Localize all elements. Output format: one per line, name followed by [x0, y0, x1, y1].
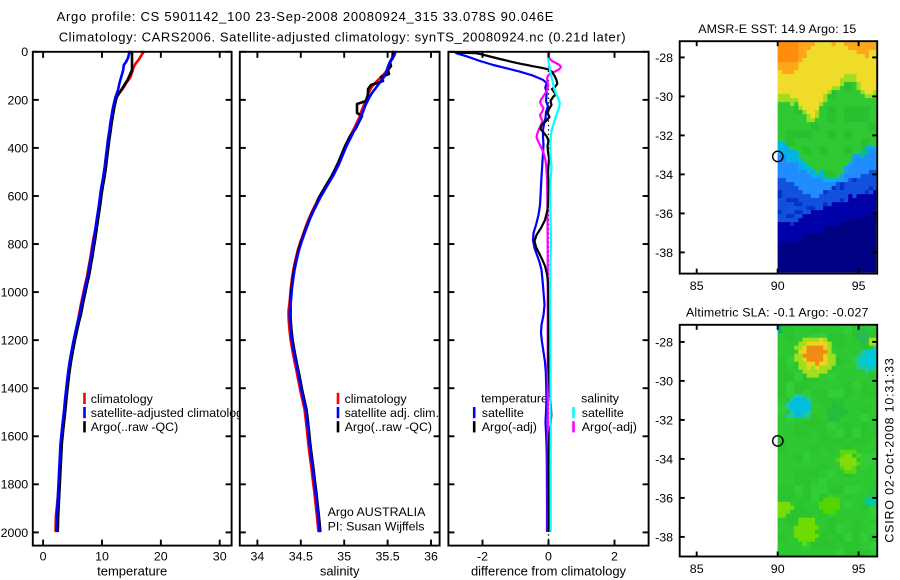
- svg-text:400: 400: [8, 141, 29, 155]
- svg-text:10: 10: [95, 549, 109, 563]
- svg-text:Argo AUSTRALIA: Argo AUSTRALIA: [328, 505, 427, 519]
- svg-text:90: 90: [771, 279, 785, 293]
- svg-text:-34: -34: [655, 452, 673, 466]
- svg-text:2: 2: [611, 549, 618, 563]
- svg-text:AMSR-E SST: 14.9 Argo: 15: AMSR-E SST: 14.9 Argo: 15: [698, 22, 856, 36]
- svg-text:temperature: temperature: [481, 392, 548, 406]
- svg-text:20: 20: [154, 549, 168, 563]
- svg-text:200: 200: [8, 93, 29, 107]
- svg-text:30: 30: [213, 549, 227, 563]
- svg-text:95: 95: [852, 562, 866, 576]
- svg-text:climatology: climatology: [345, 392, 408, 406]
- svg-text:-34: -34: [655, 168, 673, 182]
- svg-text:-2: -2: [477, 549, 488, 563]
- svg-text:600: 600: [8, 189, 29, 203]
- svg-text:1000: 1000: [1, 286, 29, 300]
- svg-text:Argo(..raw -QC): Argo(..raw -QC): [345, 420, 432, 434]
- svg-text:85: 85: [690, 562, 704, 576]
- svg-text:-28: -28: [655, 335, 673, 349]
- svg-text:satellite: satellite: [482, 406, 524, 420]
- svg-text:salinity: salinity: [581, 392, 620, 406]
- svg-text:Argo profile: CS 5901142_100 2: Argo profile: CS 5901142_100 23-Sep-2008…: [57, 9, 555, 24]
- svg-text:-32: -32: [655, 413, 673, 427]
- svg-text:35.5: 35.5: [376, 549, 400, 563]
- svg-text:-36: -36: [655, 491, 673, 505]
- svg-text:34: 34: [251, 549, 265, 563]
- svg-text:Argo(-adj): Argo(-adj): [482, 420, 537, 434]
- svg-text:-28: -28: [655, 51, 673, 65]
- svg-text:-30: -30: [655, 90, 673, 104]
- svg-text:95: 95: [852, 279, 866, 293]
- svg-text:85: 85: [690, 279, 704, 293]
- svg-text:Argo(..raw -QC): Argo(..raw -QC): [91, 420, 178, 434]
- svg-text:-30: -30: [655, 374, 673, 388]
- svg-text:800: 800: [8, 237, 29, 251]
- svg-text:34.5: 34.5: [289, 549, 313, 563]
- svg-text:temperature: temperature: [97, 564, 167, 579]
- svg-text:1600: 1600: [1, 430, 29, 444]
- svg-text:satellite: satellite: [582, 406, 624, 420]
- svg-text:PI: Susan Wijffels: PI: Susan Wijffels: [328, 519, 425, 533]
- svg-text:35: 35: [337, 549, 351, 563]
- svg-text:Argo(-adj): Argo(-adj): [582, 420, 637, 434]
- svg-text:-32: -32: [655, 129, 673, 143]
- svg-text:90: 90: [771, 562, 785, 576]
- svg-text:2000: 2000: [1, 526, 29, 540]
- svg-text:36: 36: [424, 549, 438, 563]
- svg-text:1400: 1400: [1, 382, 29, 396]
- svg-text:CSIRO 02-Oct-2008 10:31:33: CSIRO 02-Oct-2008 10:31:33: [882, 357, 896, 542]
- svg-text:-36: -36: [655, 207, 673, 221]
- svg-text:Altimetric SLA: -0.1 Argo: -0.: Altimetric SLA: -0.1 Argo: -0.027: [686, 305, 869, 319]
- svg-text:climatology: climatology: [91, 392, 154, 406]
- svg-text:difference from climatology: difference from climatology: [471, 564, 627, 579]
- svg-text:0: 0: [545, 549, 552, 563]
- svg-text:satellite adj. clim.: satellite adj. clim.: [345, 406, 439, 420]
- svg-text:-38: -38: [655, 530, 673, 544]
- svg-text:salinity: salinity: [320, 564, 360, 579]
- svg-text:0: 0: [40, 549, 47, 563]
- svg-text:1200: 1200: [1, 334, 29, 348]
- svg-text:1800: 1800: [1, 478, 29, 492]
- svg-text:0: 0: [21, 45, 28, 59]
- svg-text:Climatology: CARS2006. Satelli: Climatology: CARS2006. Satellite-adjuste…: [59, 29, 627, 44]
- svg-text:-38: -38: [655, 246, 673, 260]
- svg-text:satellite-adjusted climatology: satellite-adjusted climatology: [91, 406, 250, 420]
